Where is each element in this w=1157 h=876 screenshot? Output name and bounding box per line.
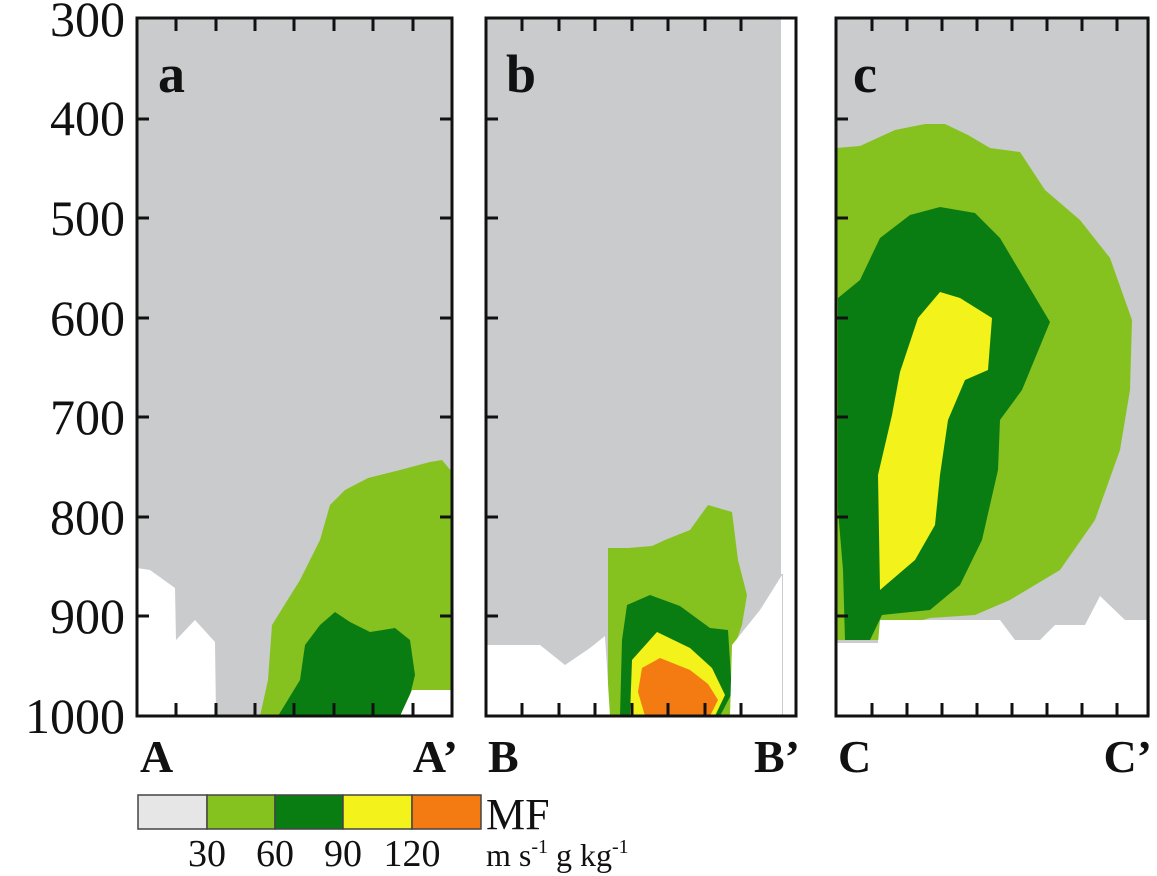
panel-a-frame [135,16,454,718]
y-tick-label: 800 [50,489,125,545]
panel-c-letter: c [853,44,877,104]
panel-c-ticks [836,18,1119,716]
legend-swatch [342,794,413,830]
legend-swatch [274,794,344,830]
legend-swatch [137,794,208,830]
y-axis: 300 400 500 600 700 800 900 1000 [25,0,125,744]
legend-bound-label: 60 [256,833,294,875]
panel-a-contour-60-90 [278,612,415,716]
panel-a-end-label: A’ [413,731,458,782]
legend: 30 60 90 120 MF m s-1 g kg-1 [137,790,629,875]
panel-b-terrain-right [730,575,782,716]
panel-b-frame [484,16,798,718]
legend-title: MF [486,790,550,839]
y-tick-label: 400 [50,90,125,146]
y-tick-label: 300 [50,0,125,47]
panel-c-frame [834,16,1150,718]
y-tick-label: 600 [50,290,125,346]
y-tick-label: 1000 [25,688,125,744]
y-tick-label: 500 [50,190,125,246]
legend-bound-label: 30 [188,833,226,875]
panel-b-contour-over-120 [638,658,718,716]
panel-a-start-label: A [140,731,173,782]
y-tick-label: 900 [50,588,125,644]
legend-unit-exponent: -1 [612,836,629,858]
legend-unit-part: m s [486,837,531,873]
panel-b-start-label: B [488,731,519,782]
panel-c-contour-90-120 [878,292,992,590]
legend-unit: m s-1 g kg-1 [486,836,629,873]
legend-bound-label: 120 [384,833,441,875]
y-tick-label: 700 [50,389,125,445]
legend-swatch [206,794,276,830]
panel-a-letter: a [158,44,185,104]
panel-c-end-label: C’ [1103,731,1152,782]
panel-b-terrain [486,636,610,716]
panel-a-ticks [137,18,452,716]
panel-b-end-label: B’ [754,731,800,782]
panel-a: a A A’ [135,16,458,782]
legend-swatch [411,794,482,830]
panel-b-letter: b [506,44,536,104]
legend-unit-part: g kg [548,837,612,873]
legend-unit-exponent: -1 [531,836,548,858]
panel-c-terrain [836,596,1148,716]
panel-b: b B B’ [484,16,800,782]
panel-c-start-label: C [838,731,871,782]
panel-c: c C C’ [834,16,1152,782]
legend-bound-label: 90 [324,833,362,875]
panel-a-terrain [137,568,216,716]
panel-b-white-strip [781,19,795,574]
panel-b-ticks [486,18,743,716]
